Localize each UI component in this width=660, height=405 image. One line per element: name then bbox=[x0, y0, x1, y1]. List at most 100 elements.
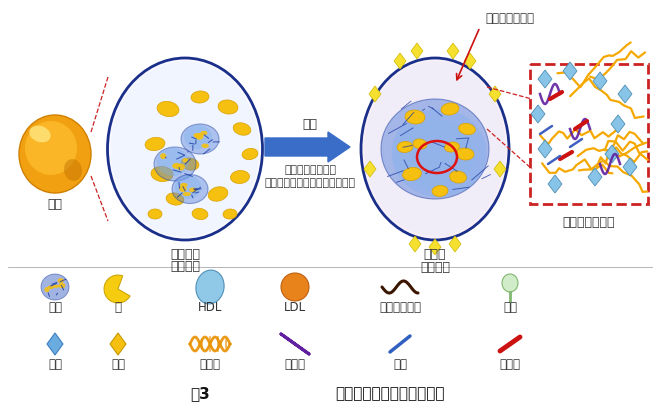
Ellipse shape bbox=[195, 134, 203, 141]
Circle shape bbox=[281, 273, 309, 301]
Ellipse shape bbox=[177, 164, 185, 171]
Ellipse shape bbox=[151, 167, 173, 182]
Polygon shape bbox=[538, 71, 552, 89]
Text: 蛋白质发生聚集: 蛋白质发生聚集 bbox=[486, 11, 535, 24]
Ellipse shape bbox=[403, 168, 422, 181]
Ellipse shape bbox=[230, 171, 249, 184]
Ellipse shape bbox=[364, 62, 506, 237]
Text: 冷冻: 冷冻 bbox=[302, 117, 317, 130]
Text: 液态蛋黄: 液态蛋黄 bbox=[170, 247, 200, 260]
Ellipse shape bbox=[154, 148, 196, 181]
Ellipse shape bbox=[160, 154, 166, 160]
Text: 二硫键、共价键，从而发生聚集: 二硫键、共价键，从而发生聚集 bbox=[265, 177, 356, 188]
Ellipse shape bbox=[19, 116, 91, 194]
Ellipse shape bbox=[405, 111, 425, 125]
Polygon shape bbox=[110, 333, 126, 355]
Text: 油: 油 bbox=[114, 301, 121, 314]
Polygon shape bbox=[548, 175, 562, 194]
Text: 蛋黄冷冻凝胶化的形成机制: 蛋黄冷冻凝胶化的形成机制 bbox=[335, 386, 445, 401]
Ellipse shape bbox=[223, 209, 237, 220]
Ellipse shape bbox=[208, 187, 228, 202]
Ellipse shape bbox=[108, 59, 263, 241]
Ellipse shape bbox=[182, 159, 188, 163]
Ellipse shape bbox=[218, 101, 238, 115]
Polygon shape bbox=[618, 86, 632, 104]
Ellipse shape bbox=[57, 279, 64, 283]
Polygon shape bbox=[538, 141, 552, 159]
Ellipse shape bbox=[184, 126, 212, 149]
Text: 分子间相互作用: 分子间相互作用 bbox=[563, 216, 615, 229]
Ellipse shape bbox=[432, 186, 448, 197]
Text: 凝胶化: 凝胶化 bbox=[424, 248, 446, 261]
Text: 微粒: 微粒 bbox=[48, 301, 62, 314]
Ellipse shape bbox=[192, 209, 208, 220]
Polygon shape bbox=[409, 237, 421, 252]
Ellipse shape bbox=[459, 124, 475, 135]
Ellipse shape bbox=[181, 125, 219, 155]
Ellipse shape bbox=[180, 183, 187, 188]
Polygon shape bbox=[588, 168, 602, 187]
Ellipse shape bbox=[48, 286, 53, 290]
Ellipse shape bbox=[157, 102, 179, 117]
Ellipse shape bbox=[242, 149, 258, 160]
Text: 磷脂: 磷脂 bbox=[503, 301, 517, 314]
Bar bbox=[530, 65, 648, 205]
Text: （分散）: （分散） bbox=[170, 260, 200, 273]
Text: 蛋白间形成氢键、: 蛋白间形成氢键、 bbox=[284, 164, 336, 175]
Text: 共价键: 共价键 bbox=[500, 358, 521, 371]
Text: 蛋白质: 蛋白质 bbox=[199, 358, 220, 371]
Polygon shape bbox=[531, 106, 545, 124]
Text: 冰晶: 冰晶 bbox=[48, 358, 62, 371]
Ellipse shape bbox=[145, 138, 165, 151]
Polygon shape bbox=[563, 63, 577, 81]
Ellipse shape bbox=[397, 142, 413, 153]
Polygon shape bbox=[449, 237, 461, 252]
Ellipse shape bbox=[59, 283, 65, 289]
Ellipse shape bbox=[111, 62, 259, 237]
Ellipse shape bbox=[166, 194, 184, 206]
Ellipse shape bbox=[175, 176, 201, 199]
Ellipse shape bbox=[445, 143, 459, 153]
Ellipse shape bbox=[361, 59, 509, 241]
Polygon shape bbox=[605, 146, 619, 164]
Polygon shape bbox=[394, 54, 406, 70]
Ellipse shape bbox=[201, 144, 209, 149]
Ellipse shape bbox=[53, 285, 59, 288]
Polygon shape bbox=[47, 333, 63, 355]
Ellipse shape bbox=[181, 158, 199, 171]
Ellipse shape bbox=[172, 175, 208, 204]
Ellipse shape bbox=[41, 274, 69, 300]
Ellipse shape bbox=[64, 160, 82, 181]
Ellipse shape bbox=[381, 100, 489, 200]
Ellipse shape bbox=[456, 149, 474, 161]
Polygon shape bbox=[369, 87, 381, 103]
Ellipse shape bbox=[193, 134, 201, 138]
Ellipse shape bbox=[391, 110, 486, 198]
FancyArrow shape bbox=[265, 133, 350, 162]
Ellipse shape bbox=[172, 164, 181, 169]
Ellipse shape bbox=[191, 92, 209, 104]
Text: （聚集）: （聚集） bbox=[420, 261, 450, 274]
Text: 图3: 图3 bbox=[190, 386, 210, 401]
Wedge shape bbox=[104, 275, 130, 303]
Polygon shape bbox=[489, 87, 501, 103]
Text: 卵黄高磷蛋白: 卵黄高磷蛋白 bbox=[379, 301, 421, 314]
Polygon shape bbox=[411, 44, 423, 60]
Text: 二硫键: 二硫键 bbox=[284, 358, 306, 371]
Text: 蛋黄: 蛋黄 bbox=[48, 198, 63, 211]
Text: 油晶: 油晶 bbox=[111, 358, 125, 371]
Ellipse shape bbox=[395, 120, 475, 190]
Text: 氢键: 氢键 bbox=[393, 358, 407, 371]
Ellipse shape bbox=[29, 126, 51, 143]
Ellipse shape bbox=[25, 122, 77, 175]
Ellipse shape bbox=[449, 172, 467, 183]
Polygon shape bbox=[429, 239, 441, 256]
Text: LDL: LDL bbox=[284, 301, 306, 314]
Text: HDL: HDL bbox=[198, 301, 222, 314]
Ellipse shape bbox=[148, 209, 162, 220]
Ellipse shape bbox=[413, 140, 427, 150]
Ellipse shape bbox=[441, 104, 459, 116]
Polygon shape bbox=[364, 162, 376, 177]
Polygon shape bbox=[494, 162, 506, 177]
Ellipse shape bbox=[189, 188, 197, 193]
